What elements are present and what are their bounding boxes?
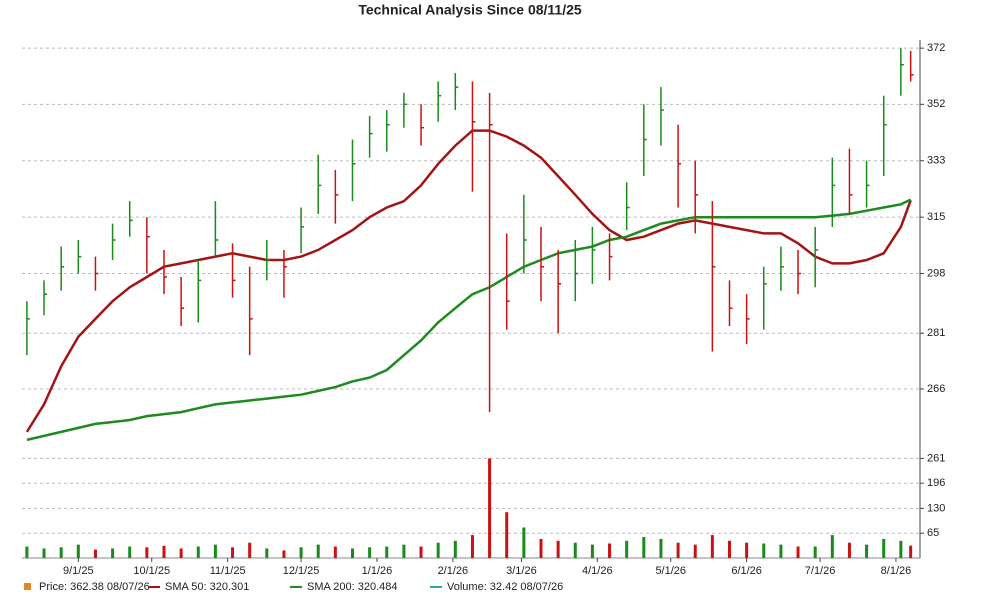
y-tick-label: 266 bbox=[927, 383, 945, 395]
volume-bar bbox=[196, 546, 200, 558]
x-tick-label: 4/1/26 bbox=[582, 565, 613, 577]
volume-bar bbox=[693, 544, 697, 558]
volume-bar bbox=[436, 542, 440, 558]
y-tick-label: 352 bbox=[927, 98, 945, 110]
x-tick-label: 1/1/26 bbox=[362, 565, 393, 577]
volume-bar bbox=[522, 527, 526, 558]
volume-bar bbox=[128, 546, 132, 558]
volume-bar bbox=[316, 544, 320, 558]
y-tick-label: 281 bbox=[927, 327, 945, 339]
volume-bar bbox=[179, 548, 183, 558]
y-tick-label: 130 bbox=[927, 502, 945, 514]
x-tick-label: 5/1/26 bbox=[655, 565, 686, 577]
x-tick-label: 3/1/26 bbox=[506, 565, 537, 577]
volume-bar bbox=[93, 549, 97, 558]
volume-bar bbox=[830, 535, 834, 558]
x-tick-label: 2/1/26 bbox=[438, 565, 469, 577]
volume-bar bbox=[231, 547, 235, 558]
volume-bar bbox=[385, 546, 389, 558]
volume-bar bbox=[505, 512, 509, 558]
x-tick-label: 10/1/25 bbox=[133, 565, 170, 577]
volume-bar bbox=[111, 548, 115, 558]
volume-bar bbox=[453, 540, 457, 558]
volume-bar bbox=[590, 544, 594, 558]
y-tick-label: 261 bbox=[927, 452, 945, 464]
volume-bar bbox=[676, 542, 680, 558]
x-tick-label: 8/1/26 bbox=[881, 565, 912, 577]
volume-bar bbox=[213, 544, 217, 558]
volume-bar bbox=[625, 540, 629, 558]
volume-bar bbox=[419, 546, 423, 558]
legend-label: SMA 50: 320.301 bbox=[165, 581, 249, 593]
volume-bar bbox=[796, 546, 800, 558]
volume-bar bbox=[299, 547, 303, 558]
legend-label: Price: 362.38 08/07/26 bbox=[39, 581, 150, 593]
legend-label: SMA 200: 320.484 bbox=[307, 581, 398, 593]
volume-bar bbox=[333, 546, 337, 558]
volume-bar bbox=[488, 458, 492, 558]
volume-bar bbox=[59, 547, 63, 558]
y-tick-label: 315 bbox=[927, 211, 945, 223]
sma-line bbox=[26, 198, 912, 442]
x-tick-label: 7/1/26 bbox=[805, 565, 836, 577]
volume-bar bbox=[762, 543, 766, 558]
volume-bar bbox=[145, 547, 149, 558]
y-tick-label: 196 bbox=[927, 477, 945, 489]
volume-bar bbox=[642, 537, 646, 558]
legend-label: Volume: 32.42 08/07/26 bbox=[447, 581, 563, 593]
volume-bar bbox=[710, 535, 714, 558]
legend-marker bbox=[24, 583, 31, 590]
volume-bar bbox=[162, 545, 166, 558]
x-tick-label: 6/1/26 bbox=[731, 565, 762, 577]
volume-bar bbox=[282, 550, 286, 558]
x-tick-label: 11/1/25 bbox=[210, 565, 246, 577]
volume-bar bbox=[76, 544, 80, 558]
volume-bar bbox=[573, 542, 577, 558]
volume-bar bbox=[813, 546, 817, 558]
volume-bar bbox=[350, 548, 354, 558]
volume-bar bbox=[556, 540, 560, 558]
chart-title: Technical Analysis Since 08/11/25 bbox=[358, 2, 582, 18]
volume-bar bbox=[402, 544, 406, 558]
volume-bar bbox=[899, 540, 903, 558]
volume-bar bbox=[745, 542, 749, 558]
y-tick-label: 333 bbox=[927, 155, 945, 167]
volume-bar bbox=[865, 544, 869, 558]
volume-bar bbox=[470, 535, 474, 558]
y-tick-label: 65 bbox=[927, 527, 939, 539]
volume-bar bbox=[608, 543, 612, 558]
volume-bar bbox=[909, 545, 913, 558]
y-tick-label: 372 bbox=[927, 42, 945, 54]
volume-bar bbox=[265, 548, 269, 558]
volume-bar bbox=[847, 542, 851, 558]
y-tick-label: 298 bbox=[927, 267, 945, 279]
volume-bar bbox=[727, 540, 731, 558]
volume-bar bbox=[882, 538, 886, 558]
x-tick-label: 12/1/25 bbox=[283, 565, 320, 577]
volume-bar bbox=[25, 546, 29, 558]
volume-bar bbox=[248, 542, 252, 558]
x-tick-label: 9/1/25 bbox=[63, 565, 94, 577]
volume-bar bbox=[368, 547, 372, 558]
volume-bar bbox=[539, 538, 543, 558]
volume-bar bbox=[42, 548, 46, 558]
volume-bar bbox=[779, 544, 783, 558]
volume-bar bbox=[659, 538, 663, 558]
